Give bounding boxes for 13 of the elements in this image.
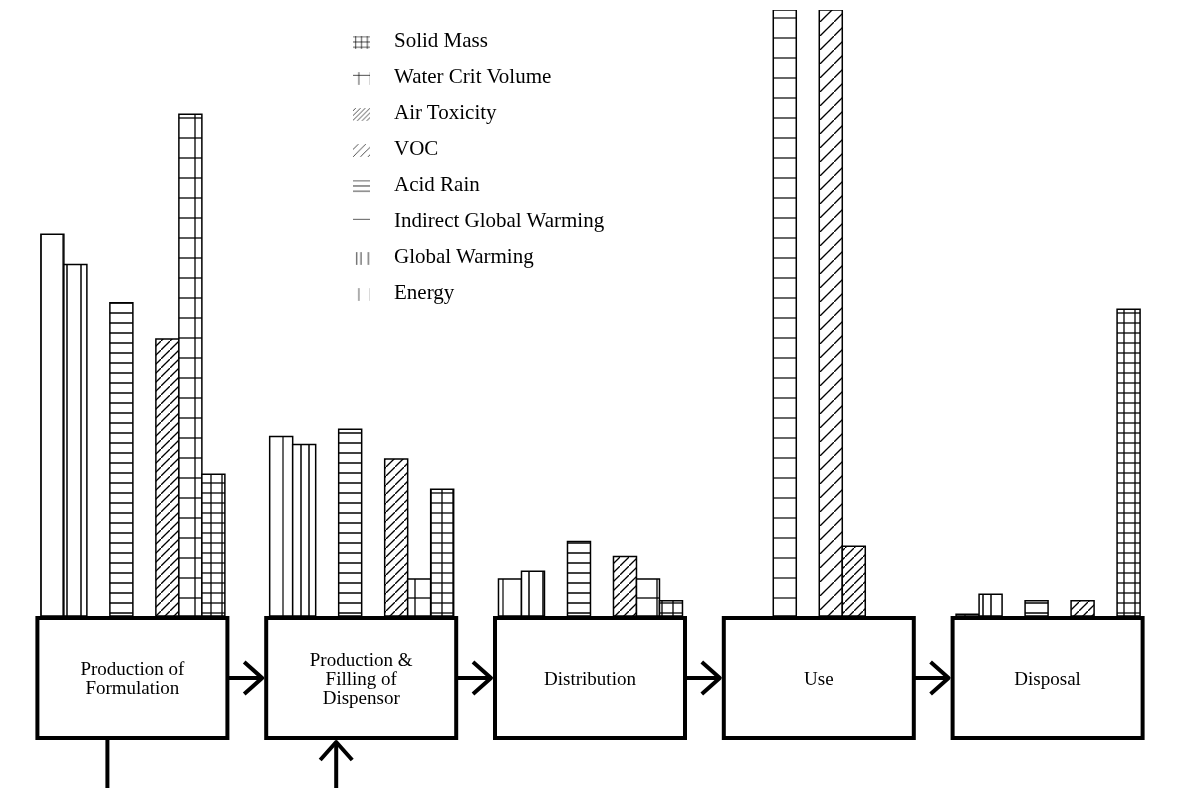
x-tick-label: Distribution [544, 667, 637, 689]
legend-label: Indirect Global Warming [394, 208, 605, 232]
legend-label: Acid Rain [394, 172, 480, 196]
legend-label: Water Crit Volume [394, 64, 552, 88]
x-tick-label: Production of Formulation [80, 658, 186, 699]
legend-label: Energy [394, 280, 455, 304]
x-tick-label: Use [804, 667, 834, 689]
x-tick-label: Disposal [1014, 667, 1081, 689]
x-tick-label: Production & Filling of Dispensor [309, 648, 413, 708]
legend-label: Air Toxicity [394, 100, 497, 124]
legend-label: Global Warming [394, 244, 534, 268]
legend-label: VOC [394, 136, 439, 160]
legend-label: Solid Mass [394, 28, 488, 52]
